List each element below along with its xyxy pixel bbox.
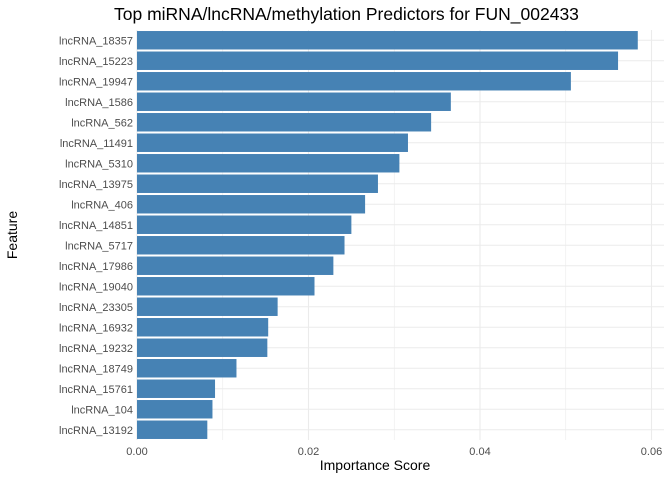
bar-lncRNA_17986	[137, 256, 334, 275]
bar-lncRNA_15223	[137, 51, 619, 70]
y-tick-label: lncRNA_5310	[65, 158, 133, 170]
bar-lncRNA_19040	[137, 277, 315, 296]
y-tick-label: lncRNA_13975	[59, 179, 133, 191]
y-tick-label: lncRNA_19947	[59, 76, 133, 88]
bar-lncRNA_104	[137, 400, 213, 419]
bar-lncRNA_15761	[137, 379, 216, 398]
y-tick-label: lncRNA_17986	[59, 261, 133, 273]
y-tick-label: lncRNA_18357	[59, 35, 133, 47]
bar-lncRNA_11491	[137, 133, 408, 152]
x-tick-label: 0.06	[641, 446, 662, 458]
gridlines	[136, 30, 664, 440]
bar-lncRNA_1586	[137, 92, 451, 111]
y-tick-label: lncRNA_14851	[59, 220, 133, 232]
y-tick-label: lncRNA_15223	[59, 56, 133, 68]
y-axis-title: Feature	[4, 211, 20, 259]
bar-lncRNA_13192	[137, 420, 208, 439]
y-tick-label: lncRNA_5717	[65, 240, 133, 252]
y-tick-label: lncRNA_15761	[59, 384, 133, 396]
bar-lncRNA_18357	[137, 31, 638, 50]
y-tick-label: lncRNA_562	[71, 117, 133, 129]
x-tick-label: 0.02	[298, 446, 319, 458]
y-tick-label: lncRNA_19232	[59, 343, 133, 355]
bars	[137, 31, 638, 439]
x-tick-label: 0.00	[126, 446, 147, 458]
bar-lncRNA_19947	[137, 72, 571, 91]
bar-lncRNA_18749	[137, 359, 237, 378]
y-tick-label: lncRNA_13192	[59, 425, 133, 437]
bar-lncRNA_16932	[137, 318, 269, 337]
bar-lncRNA_19232	[137, 338, 268, 357]
bar-lncRNA_5310	[137, 154, 400, 173]
bar-lncRNA_406	[137, 195, 366, 214]
y-tick-label: lncRNA_23305	[59, 302, 133, 314]
y-tick-label: lncRNA_1586	[65, 97, 133, 109]
bar-lncRNA_5717	[137, 236, 345, 255]
bar-lncRNA_13975	[137, 174, 378, 193]
y-tick-label: lncRNA_104	[71, 404, 133, 416]
y-tick-label: lncRNA_18749	[59, 363, 133, 375]
y-tick-labels: lncRNA_18357 lncRNA_15223 lncRNA_19947 lncR…	[59, 35, 133, 437]
x-tick-label: 0.04	[469, 446, 490, 458]
bar-lncRNA_562	[137, 113, 432, 132]
y-tick-label: lncRNA_11491	[60, 138, 133, 150]
y-tick-label: lncRNA_406	[71, 199, 133, 211]
bar-lncRNA_23305	[137, 297, 278, 316]
x-axis-title: Importance Score	[320, 457, 431, 473]
chart-title: Top miRNA/lncRNA/methylation Predictors …	[114, 4, 579, 25]
y-tick-label: lncRNA_16932	[59, 322, 133, 334]
bar-lncRNA_14851	[137, 215, 352, 234]
y-tick-label: lncRNA_19040	[59, 281, 133, 293]
x-tick-labels: 0.00 0.02 0.04 0.06	[126, 446, 662, 458]
